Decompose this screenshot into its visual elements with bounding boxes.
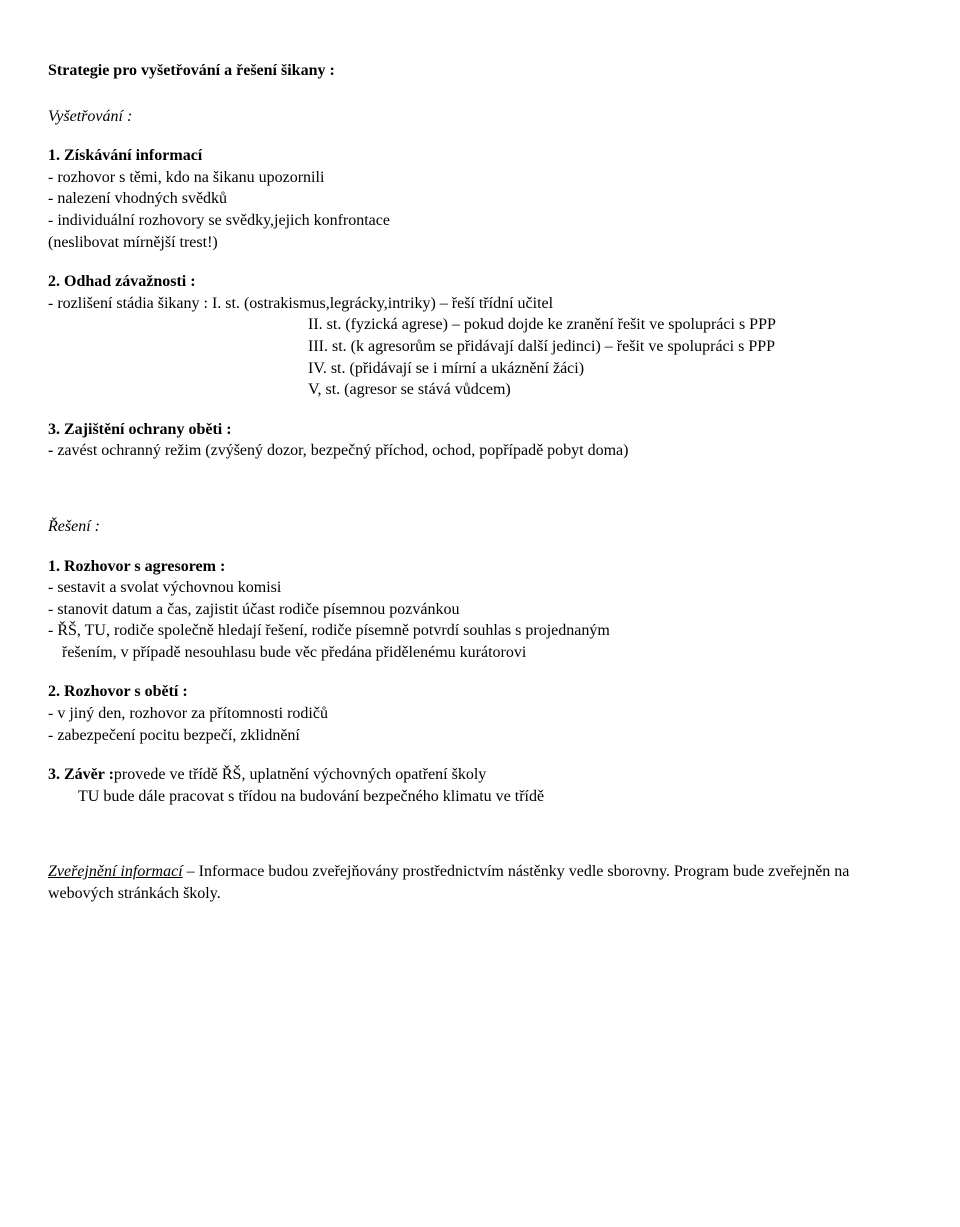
page-title: Strategie pro vyšetřování a řešení šikan…	[48, 60, 912, 82]
section-1-heading: 1. Získávání informací	[48, 145, 912, 167]
sol-s1-bullet: - stanovit datum a čas, zajistit účast r…	[48, 599, 912, 621]
investigation-heading: Vyšetřování :	[48, 106, 912, 128]
s1-bullet: - rozhovor s těmi, kdo na šikanu upozorn…	[48, 167, 912, 189]
publication-label: Zveřejnění informací	[48, 863, 183, 880]
solution-heading: Řešení :	[48, 516, 912, 538]
s2-bullet: IV. st. (přidávají se i mírní a ukáznění…	[48, 358, 912, 380]
sol-s1-heading: 1. Rozhovor s agresorem :	[48, 556, 912, 578]
s1-bullet: (neslibovat mírnější trest!)	[48, 232, 912, 254]
s3-bullet-text: zavést ochranný režim (zvýšený dozor, be…	[57, 442, 628, 459]
s3-bullet-dash: -	[48, 442, 57, 459]
s2-bullet: V, st. (agresor se stává vůdcem)	[48, 379, 912, 401]
publication-block: Zveřejnění informací – Informace budou z…	[48, 861, 912, 904]
s1-bullet: - individuální rozhovory se svědky,jejic…	[48, 210, 912, 232]
s1-bullet: - nalezení vhodných svědků	[48, 188, 912, 210]
sol-s2-bullet: - zabezpečení pocitu bezpečí, zklidnění	[48, 725, 912, 747]
sol-s1-bullet: - sestavit a svolat výchovnou komisi	[48, 577, 912, 599]
sol-s3-rest1: provede ve třídě ŘŠ, uplatnění výchovnýc…	[114, 766, 486, 783]
sol-s3-heading: 3. Závěr :	[48, 766, 114, 783]
sol-s1-bullet: - ŘŠ, TU, rodiče společně hledají řešení…	[48, 620, 912, 642]
sol-s2-bullet: - v jiný den, rozhovor za přítomnosti ro…	[48, 703, 912, 725]
section-3-block: 3. Zajištění ochrany oběti : - zavést oc…	[48, 419, 912, 462]
section-3-heading: 3. Zajištění ochrany oběti :	[48, 421, 232, 438]
s2-bullet: III. st. (k agresorům se přidávají další…	[48, 336, 912, 358]
sol-s3-rest2: TU bude dále pracovat s třídou na budová…	[48, 786, 912, 808]
section-2-heading: 2. Odhad závažnosti :	[48, 271, 912, 293]
s2-bullet: II. st. (fyzická agrese) – pokud dojde k…	[48, 314, 912, 336]
s2-bullet: - rozlišení stádia šikany : I. st. (ostr…	[48, 293, 912, 315]
sol-s1-bullet-cont: řešením, v případě nesouhlasu bude věc p…	[48, 642, 912, 664]
sol-s2-heading: 2. Rozhovor s obětí :	[48, 681, 912, 703]
sol-s3-block: 3. Závěr :provede ve třídě ŘŠ, uplatnění…	[48, 764, 912, 786]
